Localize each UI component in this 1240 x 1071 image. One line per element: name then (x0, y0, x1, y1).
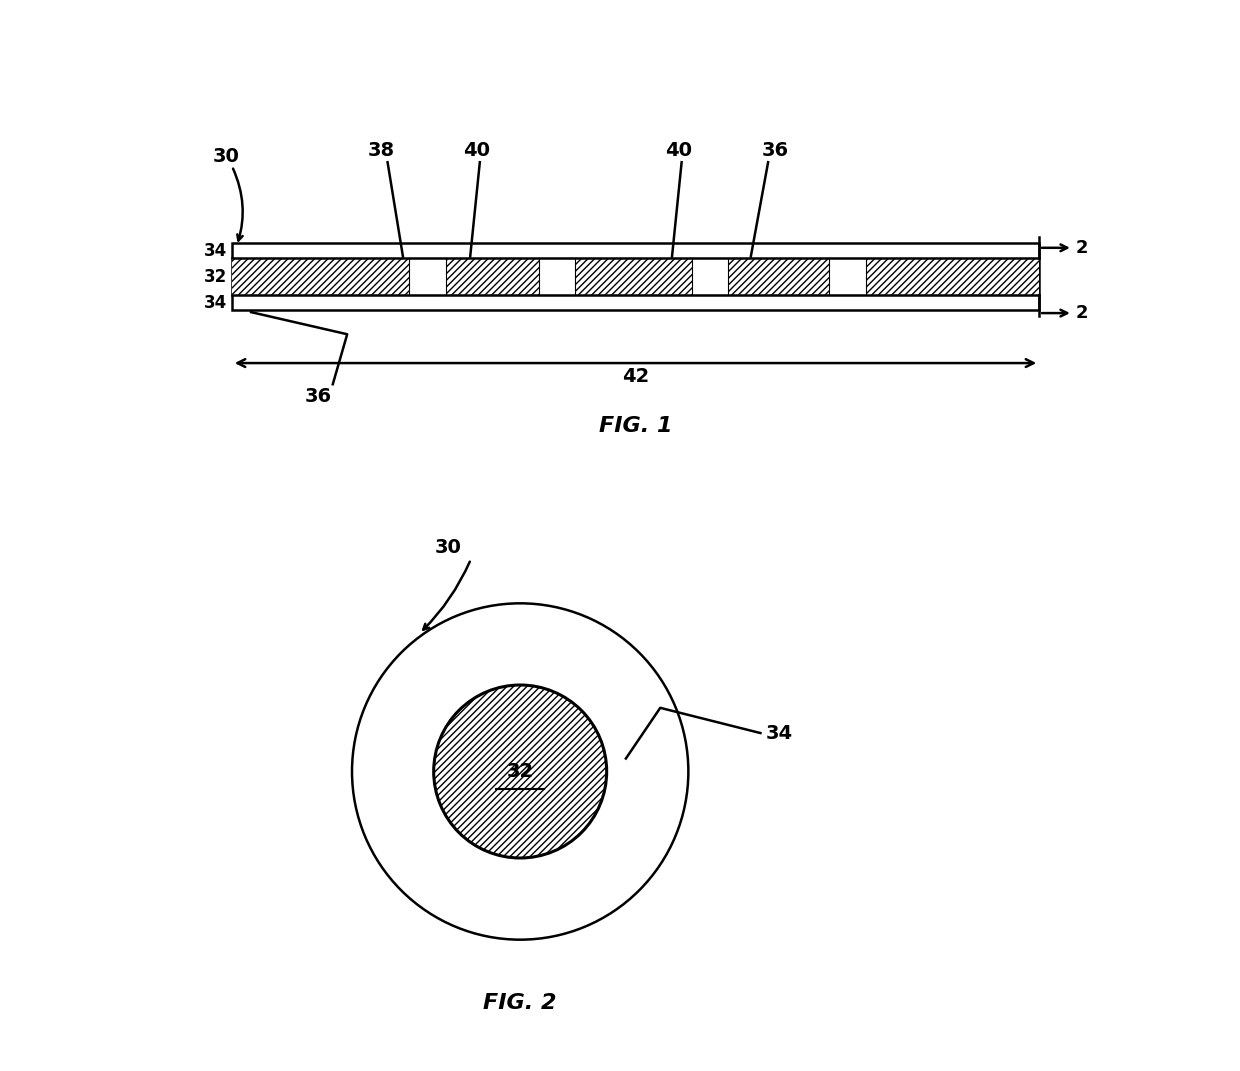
Text: 32: 32 (507, 761, 533, 781)
Bar (409, 258, 446, 296)
Circle shape (434, 685, 606, 858)
Bar (538, 258, 575, 296)
Bar (830, 258, 866, 296)
Text: 36: 36 (305, 387, 332, 406)
Text: 36: 36 (761, 141, 789, 161)
Text: FIG. 2: FIG. 2 (484, 993, 557, 1012)
Text: 38: 38 (367, 141, 394, 161)
Bar (232, 258, 1039, 296)
Text: 34: 34 (203, 242, 227, 259)
Circle shape (352, 603, 688, 939)
Text: 30: 30 (213, 147, 239, 166)
Text: 30: 30 (434, 539, 461, 557)
Bar (232, 243, 1039, 311)
Text: 2: 2 (1075, 239, 1089, 257)
Text: 42: 42 (622, 367, 649, 386)
Bar (692, 258, 728, 296)
Text: 34: 34 (203, 293, 227, 312)
Text: 32: 32 (203, 268, 227, 286)
Text: 40: 40 (665, 141, 692, 161)
Text: 40: 40 (464, 141, 491, 161)
Text: 2: 2 (1075, 304, 1089, 322)
Text: 34: 34 (765, 724, 792, 742)
Text: FIG. 1: FIG. 1 (599, 416, 672, 436)
